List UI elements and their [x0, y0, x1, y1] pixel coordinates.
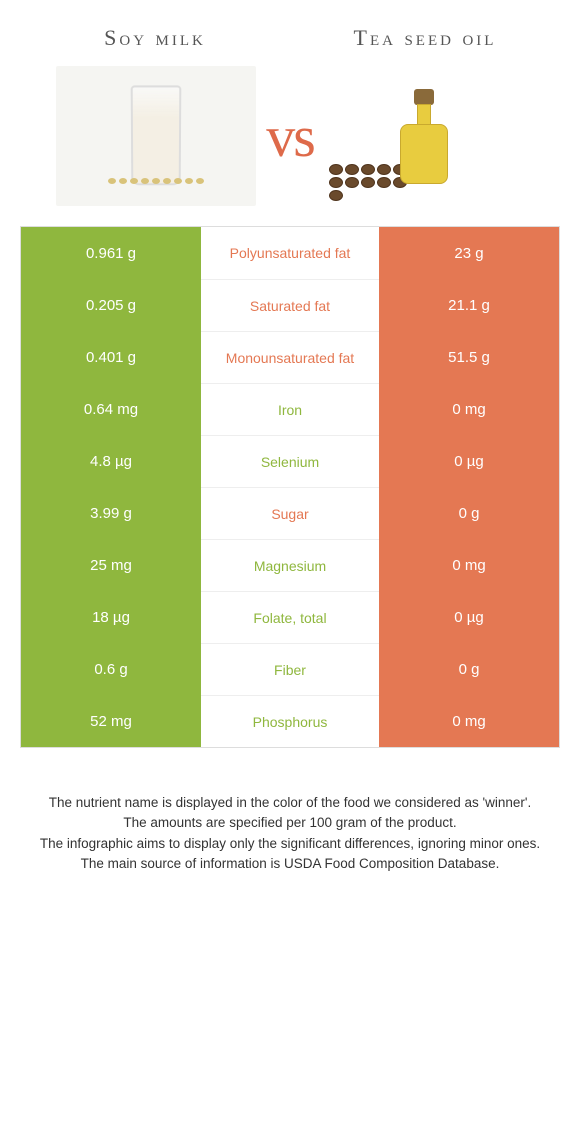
left-food-title: Soy milk — [20, 25, 290, 51]
nutrient-label: Saturated fat — [201, 279, 379, 331]
nutrient-label: Folate, total — [201, 591, 379, 643]
nutrient-label: Polyunsaturated fat — [201, 227, 379, 279]
right-value: 0 g — [379, 487, 559, 539]
table-row: 0.205 gSaturated fat21.1 g — [21, 279, 559, 331]
table-row: 25 mgMagnesium0 mg — [21, 539, 559, 591]
vs-label: vs — [266, 103, 314, 170]
table-row: 4.8 µgSelenium0 µg — [21, 435, 559, 487]
left-value: 0.961 g — [21, 227, 201, 279]
footer-line: The main source of information is USDA F… — [35, 854, 545, 874]
left-value: 0.6 g — [21, 643, 201, 695]
left-value: 0.401 g — [21, 331, 201, 383]
nutrient-label: Sugar — [201, 487, 379, 539]
comparison-table: 0.961 gPolyunsaturated fat23 g0.205 gSat… — [20, 226, 560, 748]
right-value: 0 mg — [379, 383, 559, 435]
right-value: 0 mg — [379, 539, 559, 591]
right-food-image — [324, 66, 524, 206]
left-value: 4.8 µg — [21, 435, 201, 487]
header: Soy milk Tea seed oil — [0, 0, 580, 56]
left-value: 0.205 g — [21, 279, 201, 331]
right-food-title: Tea seed oil — [290, 25, 560, 51]
nutrient-label: Fiber — [201, 643, 379, 695]
right-value: 23 g — [379, 227, 559, 279]
table-row: 3.99 gSugar0 g — [21, 487, 559, 539]
table-row: 0.961 gPolyunsaturated fat23 g — [21, 227, 559, 279]
table-row: 0.64 mgIron0 mg — [21, 383, 559, 435]
footer-line: The nutrient name is displayed in the co… — [35, 793, 545, 813]
footer-notes: The nutrient name is displayed in the co… — [0, 748, 580, 894]
right-value: 0 µg — [379, 435, 559, 487]
right-value: 0 µg — [379, 591, 559, 643]
nutrient-label: Magnesium — [201, 539, 379, 591]
nutrient-label: Monounsaturated fat — [201, 331, 379, 383]
footer-line: The amounts are specified per 100 gram o… — [35, 813, 545, 833]
right-value: 0 g — [379, 643, 559, 695]
right-value: 21.1 g — [379, 279, 559, 331]
table-row: 0.6 gFiber0 g — [21, 643, 559, 695]
right-value: 51.5 g — [379, 331, 559, 383]
table-row: 18 µgFolate, total0 µg — [21, 591, 559, 643]
nutrient-label: Phosphorus — [201, 695, 379, 747]
nutrient-label: Iron — [201, 383, 379, 435]
nutrient-label: Selenium — [201, 435, 379, 487]
left-value: 52 mg — [21, 695, 201, 747]
left-value: 0.64 mg — [21, 383, 201, 435]
table-row: 52 mgPhosphorus0 mg — [21, 695, 559, 747]
table-row: 0.401 gMonounsaturated fat51.5 g — [21, 331, 559, 383]
right-value: 0 mg — [379, 695, 559, 747]
left-value: 3.99 g — [21, 487, 201, 539]
left-food-image — [56, 66, 256, 206]
left-value: 18 µg — [21, 591, 201, 643]
images-row: vs — [0, 56, 580, 226]
left-value: 25 mg — [21, 539, 201, 591]
footer-line: The infographic aims to display only the… — [35, 834, 545, 854]
